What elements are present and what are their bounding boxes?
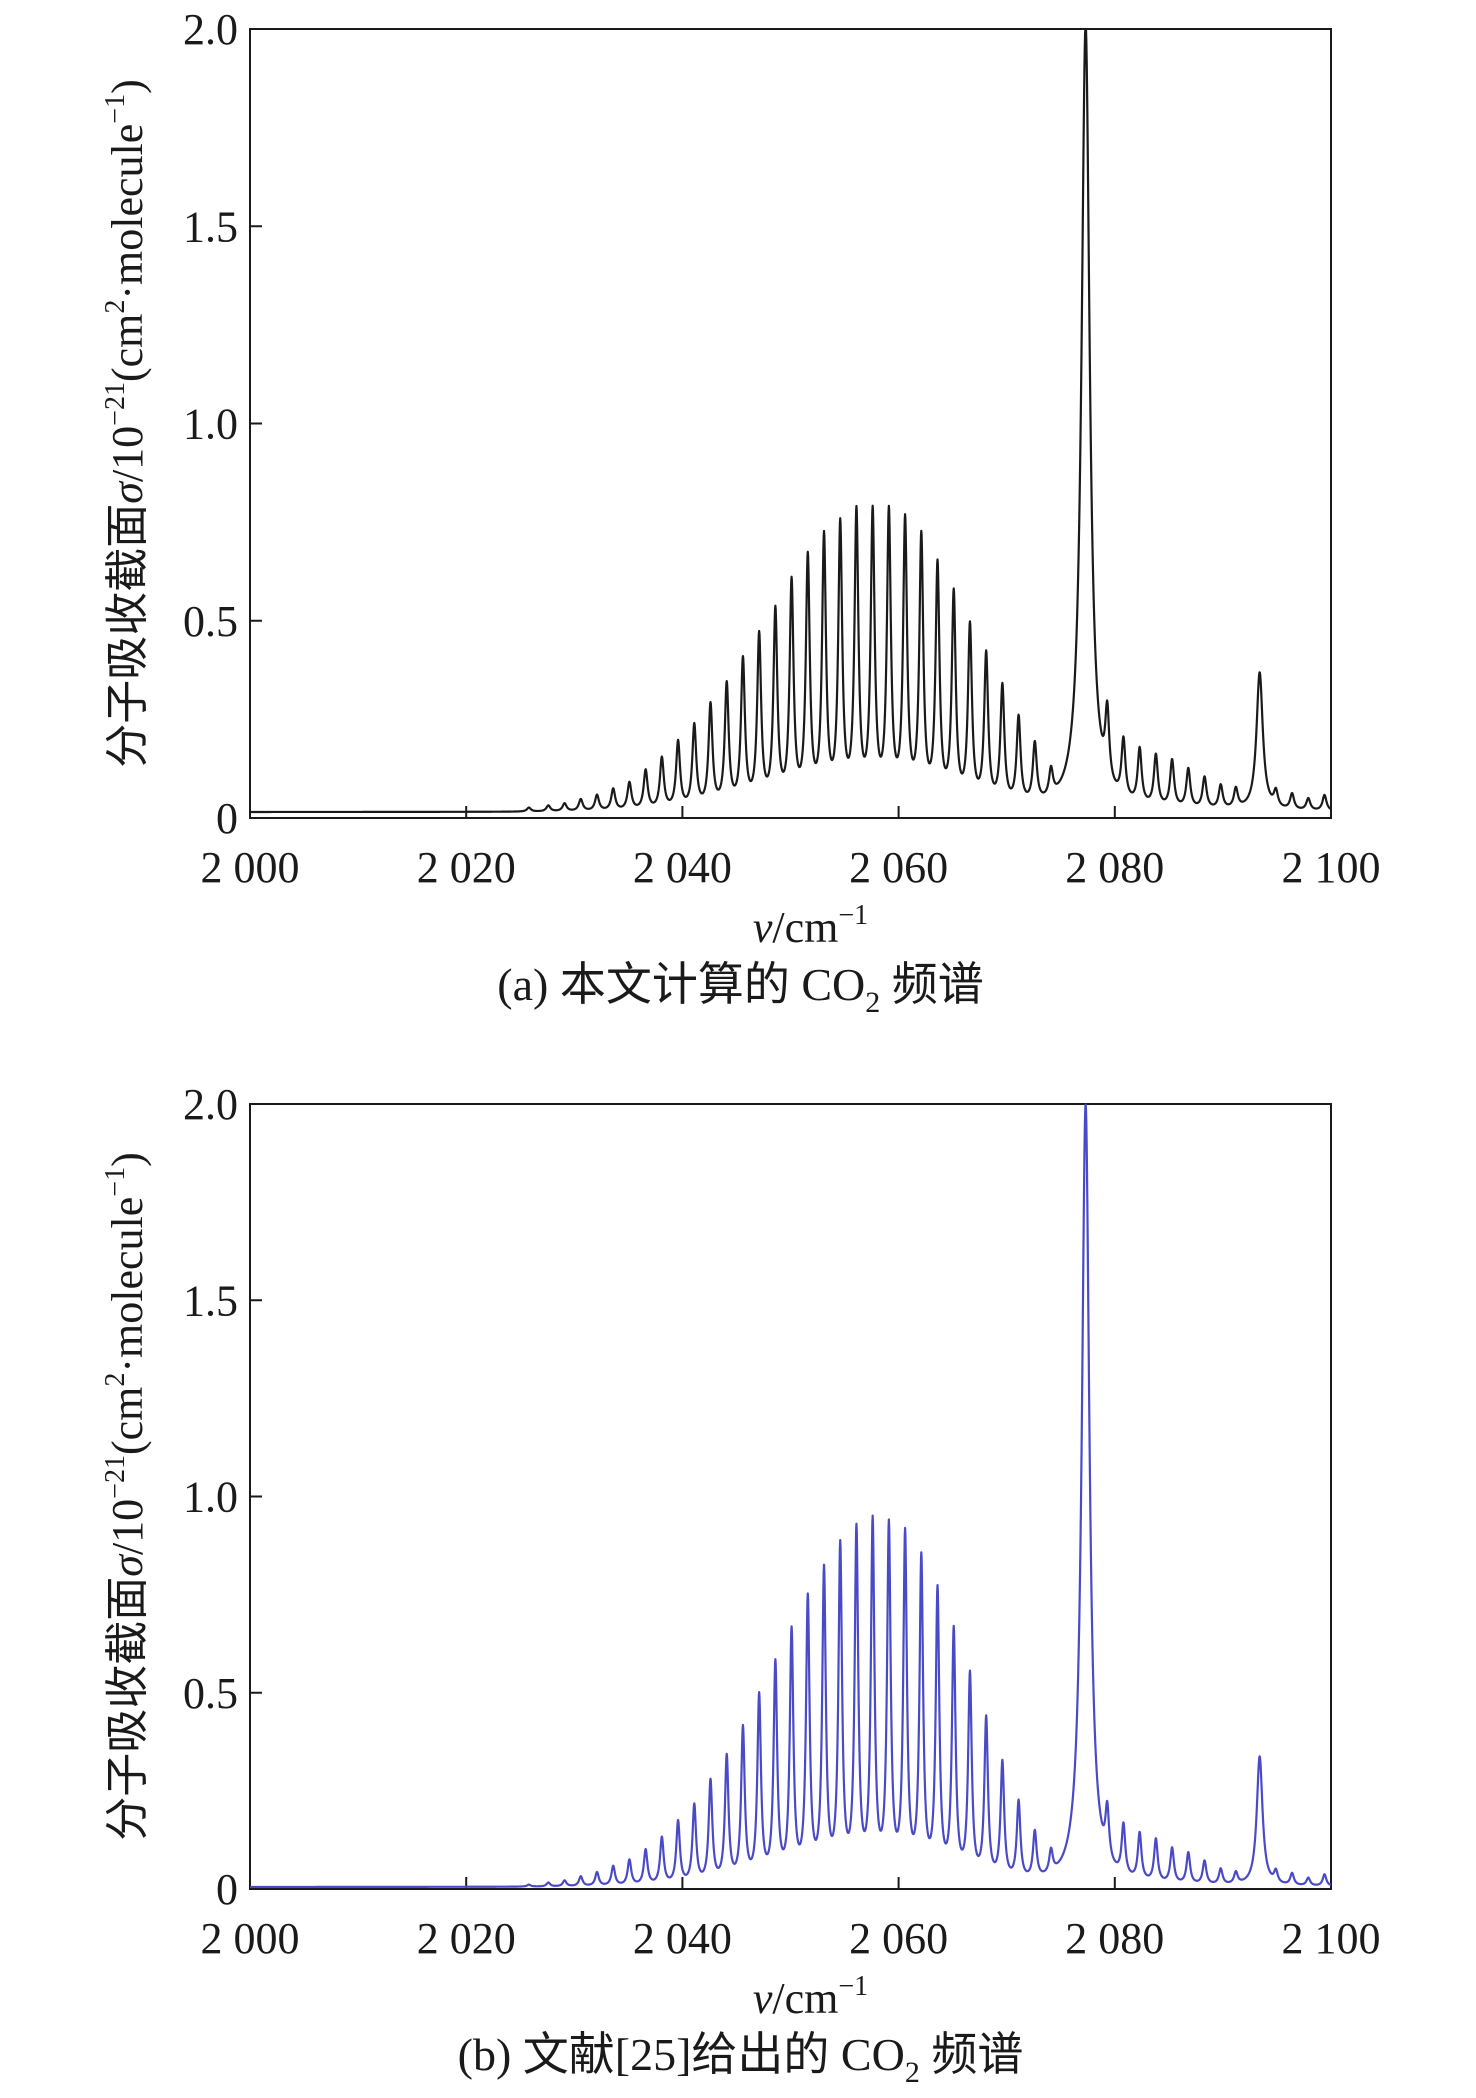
y-axis-text: 分子吸收截面 [103,504,152,768]
x-tick-label: 2 000 [201,843,300,892]
y-tick-label: 2.0 [183,1080,238,1129]
y-axis-symbol: σ [103,1553,152,1577]
y-axis-label: 分子吸收截面σ/10−21(cm2·molecule−1) [100,1152,152,1841]
y-axis-text: ) [103,1152,152,1167]
caption-text: (a) 本文计算的 CO [497,959,865,1010]
y-axis-sup: −1 [100,1167,131,1197]
y-axis-text: /10 [103,426,152,482]
x-axis-unit-sup: −1 [838,900,868,931]
y-axis-text: /10 [103,1499,152,1555]
figure-caption: (a) 本文计算的 CO2 频谱 [497,959,983,1019]
y-axis-text: ·molecule [103,124,152,300]
chart-panel-a: 2 000 2 020 2 040 2 060 2 080 2 100 0 0.5 1.0 1.5… [100,5,1381,1019]
y-axis-sup: −21 [100,1455,131,1499]
caption-sub: 2 [905,2056,920,2089]
y-axis-text: ·molecule [103,1197,152,1373]
x-tick-label: 2 080 [1065,1914,1164,1963]
y-axis-sup: 2 [100,300,131,314]
x-tick-label: 2 020 [417,1914,516,1963]
x-tick-label: 2 060 [849,1914,948,1963]
figure-caption: (b) 文献[25]给出的 CO2 频谱 [458,2029,1024,2089]
x-tick-label: 2 100 [1282,843,1381,892]
y-axis-text: ) [103,79,152,94]
y-axis-text: 分子吸收截面 [103,1577,152,1841]
caption-text: 频谱 [880,959,984,1010]
x-axis-symbol: ν [753,1974,773,2023]
y-tick-label: 1.5 [183,202,238,251]
x-tick-label: 2 000 [201,1914,300,1963]
y-tick-label: 0.5 [183,1669,238,1718]
chart-panel-b: 2 000 2 020 2 040 2 060 2 080 2 100 0 0.5 1.0 1.5… [100,1080,1381,2089]
y-axis-sup: −1 [100,94,131,124]
y-axis-text: (cm [103,1387,152,1455]
caption-text: (b) 文献[25]给出的 CO [458,2029,905,2080]
x-axis-unit: /cm [772,903,838,952]
spectrum-line [249,1103,1332,1889]
y-axis-label: 分子吸收截面σ/10−21(cm2·molecule−1) [100,79,152,768]
y-tick-label: 1.5 [183,1276,238,1325]
x-tick-label: 2 040 [633,1914,732,1963]
y-axis-symbol: σ [103,480,152,504]
x-axis-label: ν/cm−1 [753,1971,868,2023]
x-tick-label: 2 080 [1065,843,1164,892]
y-tick-label: 1.0 [183,400,238,449]
y-tick-label: 2.0 [183,5,238,54]
y-axis-text: (cm [103,314,152,382]
spectrum-line [249,27,1332,814]
x-tick-label: 2 040 [633,843,732,892]
x-tick-label: 2 020 [417,843,516,892]
x-axis-unit: /cm [772,1974,838,2023]
y-axis-sup: 2 [100,1373,131,1387]
caption-sub: 2 [865,986,880,1019]
plot-frame [249,1103,1332,1890]
x-tick-label: 2 100 [1282,1914,1381,1963]
x-axis-symbol: ν [753,903,773,952]
y-tick-label: 1.0 [183,1473,238,1522]
plot-frame [249,28,1332,819]
y-tick-label: 0 [216,794,238,843]
caption-text: 频谱 [920,2029,1024,2080]
y-tick-label: 0.5 [183,597,238,646]
y-axis-sup: −21 [100,382,131,426]
x-axis-unit-sup: −1 [838,1971,868,2002]
x-axis-label: ν/cm−1 [753,900,868,952]
y-tick-label: 0 [216,1865,238,1914]
x-tick-label: 2 060 [849,843,948,892]
